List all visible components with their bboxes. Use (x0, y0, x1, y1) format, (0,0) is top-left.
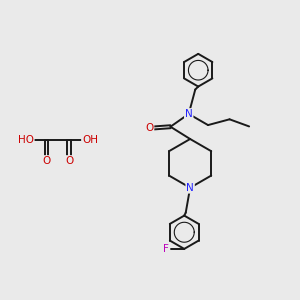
Text: N: N (186, 183, 194, 193)
Text: OH: OH (82, 135, 98, 145)
Text: O: O (145, 123, 154, 133)
Text: N: N (185, 109, 193, 119)
Text: HO: HO (18, 135, 34, 145)
Text: O: O (65, 156, 73, 166)
Text: O: O (42, 156, 51, 166)
Text: F: F (163, 244, 169, 254)
